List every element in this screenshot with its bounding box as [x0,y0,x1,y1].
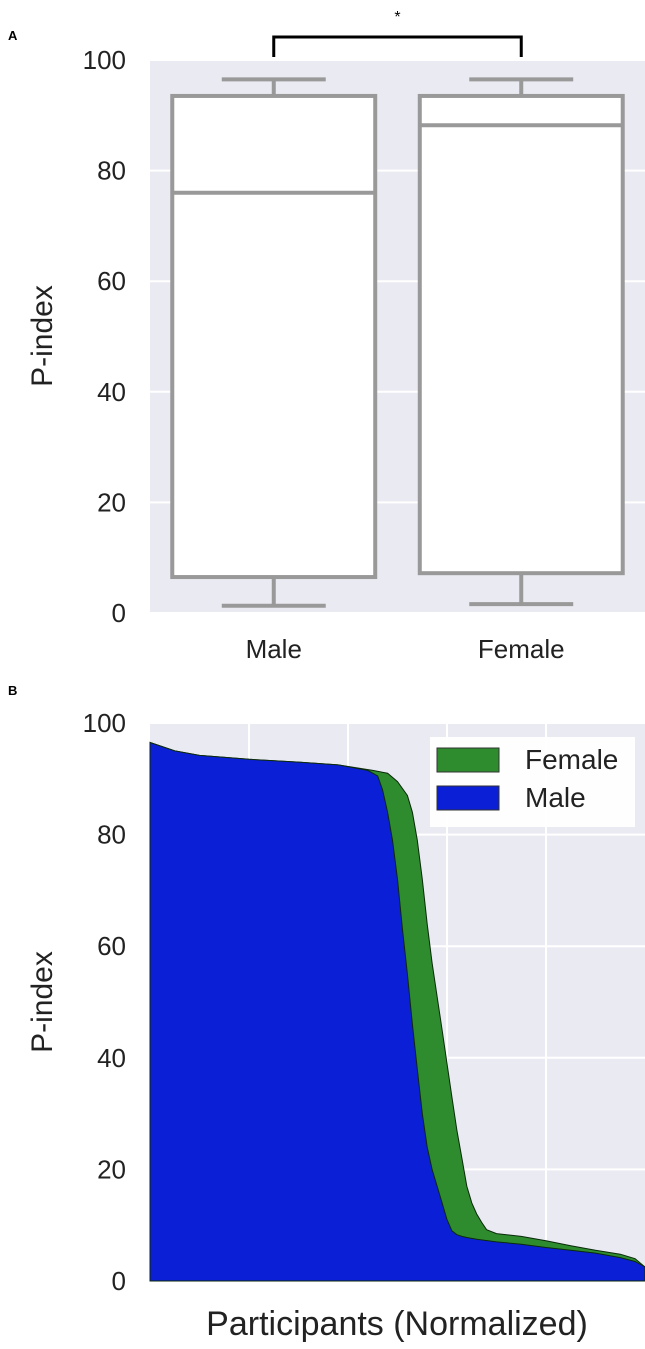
panel-a-y-tick-label: 60 [97,266,126,296]
panel-a-y-ticks: 0 20 40 60 80 100 [83,45,126,628]
significance-bracket: * [272,9,523,57]
panel-b-series [149,741,645,1282]
significance-marker: * [394,9,400,26]
area-male [149,741,645,1282]
panel-a-boxplot: 0 20 40 60 80 100 Male Female * P-index [26,9,645,664]
panel-a-boxes [170,77,625,608]
panel-a-y-axis-label: P-index [26,285,59,387]
legend-label-male: Male [525,782,586,813]
legend-swatch-female [436,747,500,773]
panel-b-y-tick-label: 80 [97,820,126,850]
panel-a-label: A [8,28,18,43]
panel-a-y-tick-label: 20 [97,487,126,517]
legend-label-female: Female [525,744,618,775]
box-iqr [170,93,378,580]
panel-b-label: B [8,683,17,698]
panel-a-y-tick-label: 100 [83,45,126,75]
panel-b-y-tick-label: 0 [112,1266,126,1296]
panel-a-x-ticks: Male Female [246,634,565,664]
panel-b-y-ticks: 0 20 40 60 80 100 [83,708,126,1296]
panel-b-x-axis-label: Participants (Normalized) [206,1305,588,1343]
panel-b-y-axis-label: P-index [26,951,59,1053]
box-iqr [417,93,625,576]
panel-b-y-tick-label: 20 [97,1154,126,1184]
panel-a-y-tick-label: 40 [97,377,126,407]
legend-swatch-male [436,785,500,811]
bracket-line [272,35,523,57]
panel-b-y-tick-label: 60 [97,931,126,961]
box-male [170,77,378,608]
panel-a-x-tick-label: Female [478,634,565,664]
panel-b-area-chart: 0 20 40 60 80 100 Female Male P-index Particip… [26,708,645,1343]
box-female [417,77,625,607]
legend: Female Male [430,737,635,827]
panel-a-y-tick-label: 0 [112,598,126,628]
panel-b-y-tick-label: 100 [83,708,126,738]
panel-b-y-tick-label: 40 [97,1043,126,1073]
panel-a-y-tick-label: 80 [97,156,126,186]
panel-a-x-tick-label: Male [246,634,302,664]
